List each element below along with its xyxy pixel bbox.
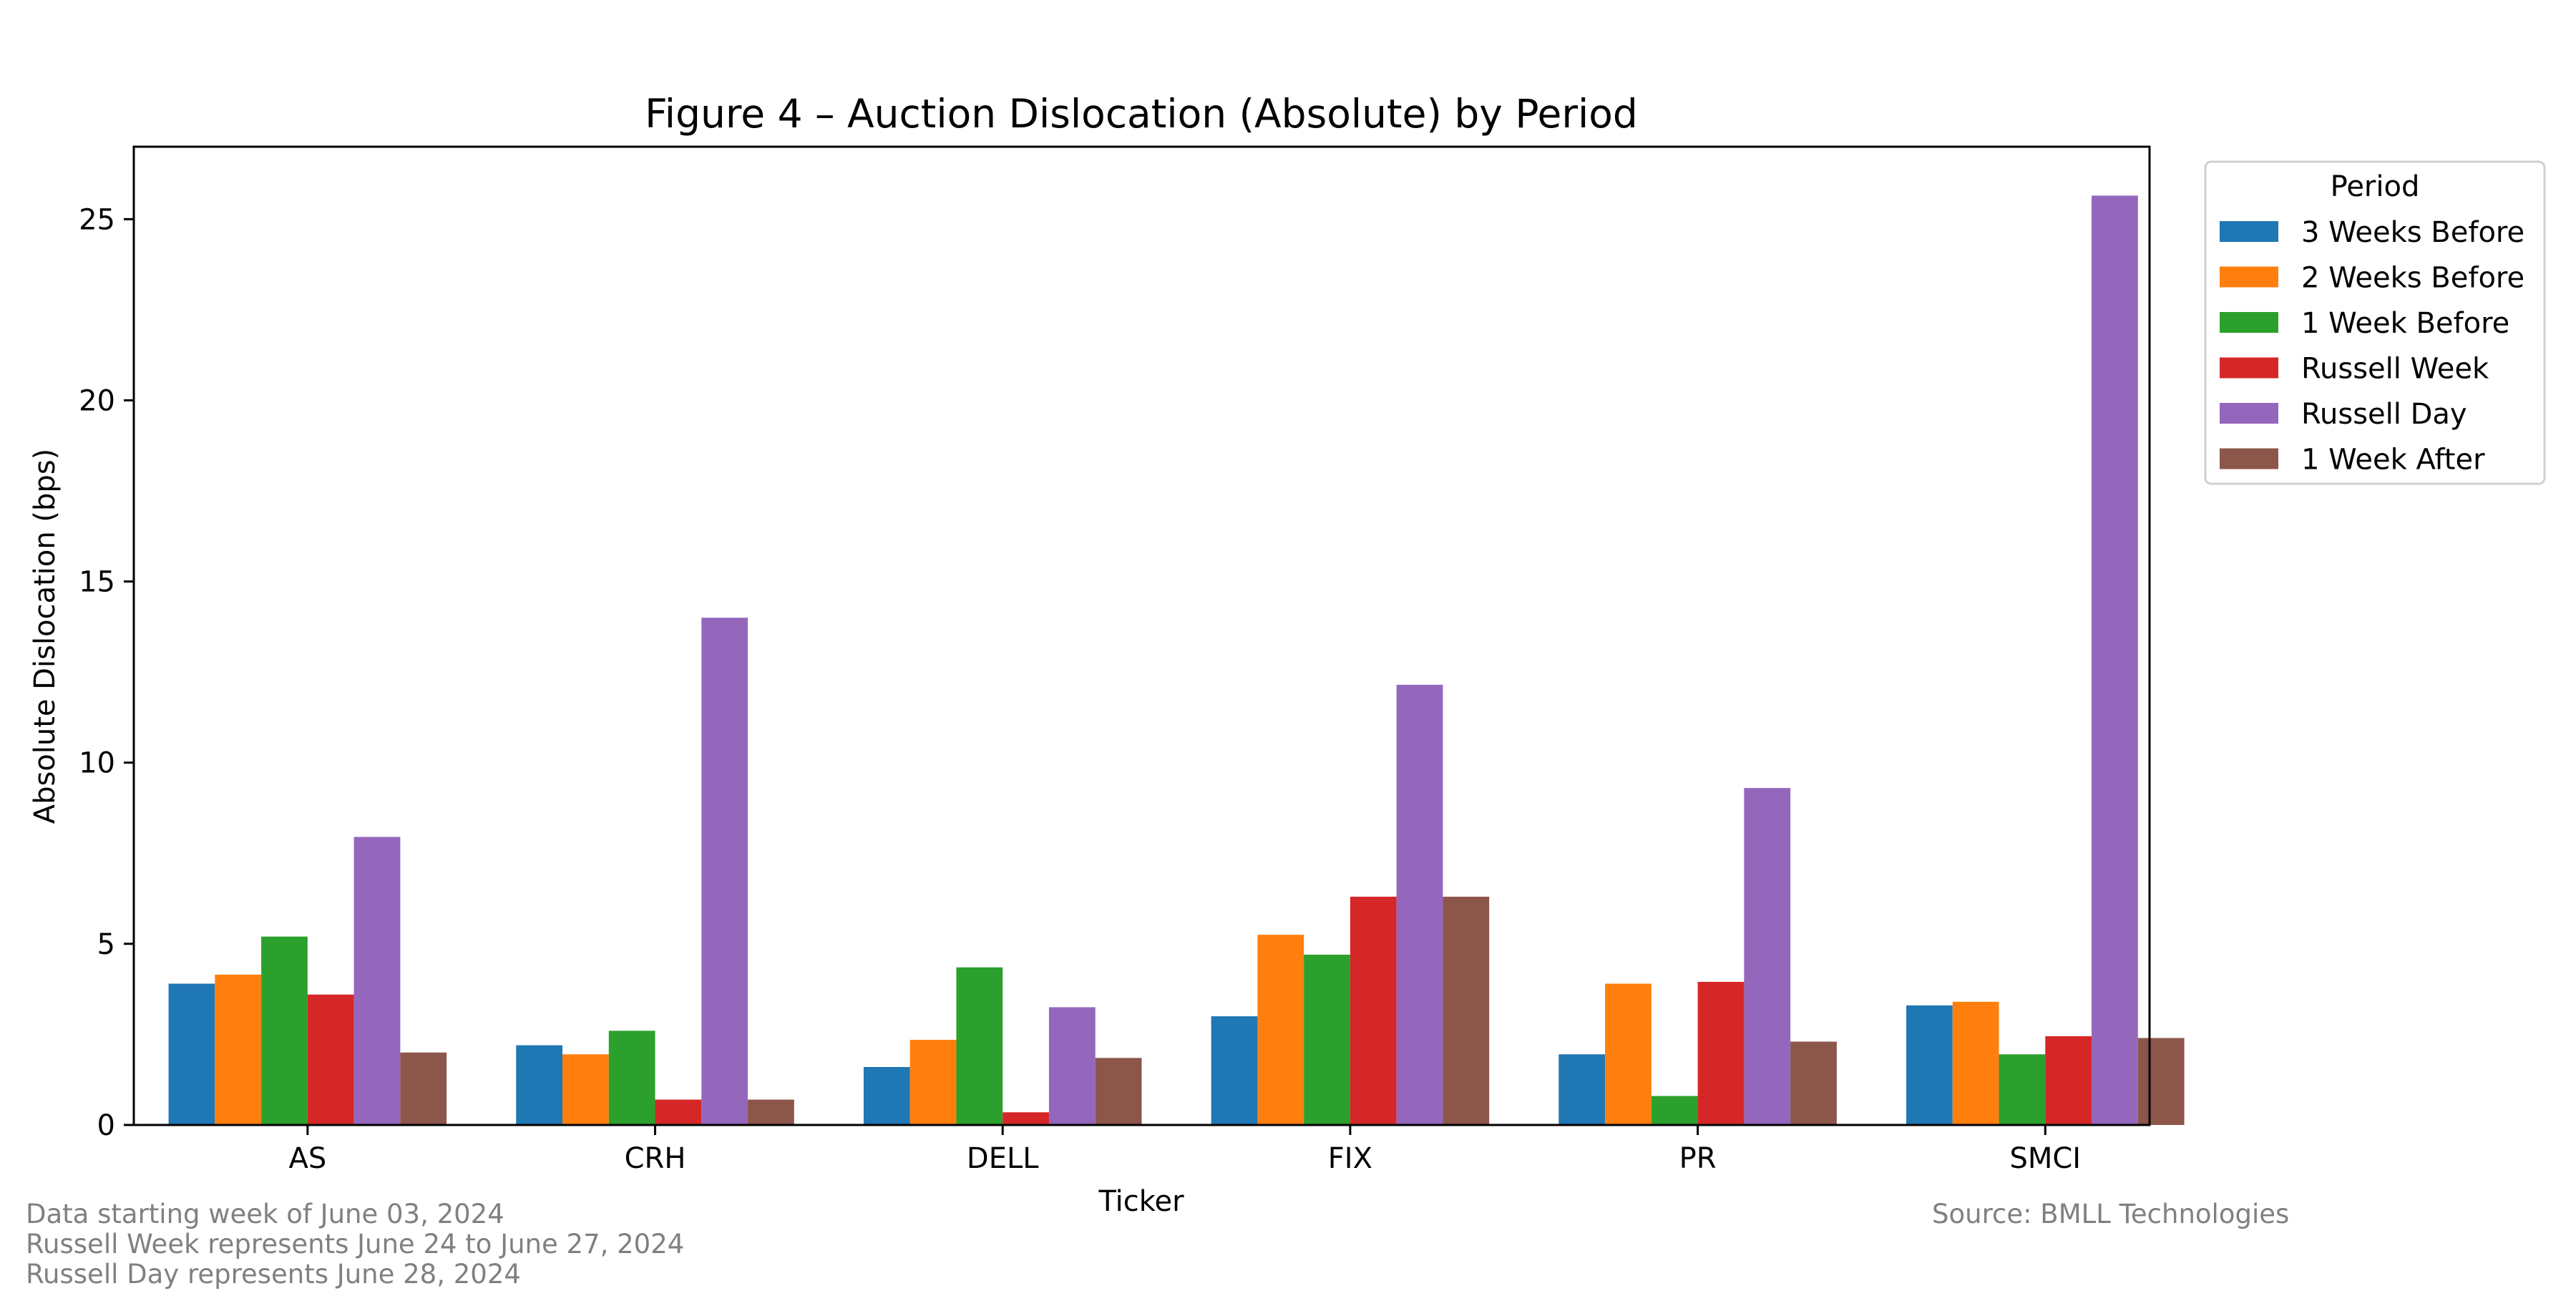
plot-frame <box>132 145 2151 1126</box>
y-tick-label: 5 <box>97 928 115 961</box>
y-axis-label: Absolute Dislocation (bps) <box>29 449 62 824</box>
bar-dell-2-weeks-before <box>909 1040 957 1125</box>
bar-as-1-week-after <box>400 1052 447 1125</box>
bar-pr-russell-week <box>1697 982 1745 1125</box>
bar-dell-russell-day <box>1048 1007 1096 1125</box>
bar-fix-1-week-after <box>1443 897 1490 1125</box>
bar-pr-1-week-after <box>1790 1041 1837 1125</box>
bar-smci-1-week-before <box>1999 1054 2046 1125</box>
bar-pr-russell-day <box>1744 788 1791 1125</box>
bar-as-russell-day <box>353 837 401 1125</box>
x-tick-label: PR <box>1679 1142 1717 1175</box>
legend-swatch <box>2220 357 2278 379</box>
y-tick-label: 15 <box>79 566 115 599</box>
bar-smci-1-week-after <box>2137 1038 2185 1125</box>
y-tick-label: 20 <box>79 384 115 417</box>
x-axis: AS CRH DELL FIX PR SMCI <box>288 1125 2081 1175</box>
bar-dell-3-weeks-before <box>863 1066 910 1125</box>
bar-pr-2-weeks-before <box>1605 983 1652 1125</box>
x-tick-label: FIX <box>1328 1142 1372 1175</box>
bar-pr-1-week-before <box>1651 1096 1698 1125</box>
source-note: Source: BMLL Technologies <box>1932 1199 2290 1229</box>
bar-as-russell-week <box>307 994 354 1125</box>
x-tick-label: SMCI <box>2009 1142 2081 1175</box>
bar-as-3-weeks-before <box>168 983 215 1125</box>
bar-smci-russell-week <box>2045 1036 2092 1125</box>
legend-label: 1 Week Before <box>2301 307 2509 340</box>
legend-title: Period <box>2331 170 2420 203</box>
bar-crh-russell-week <box>655 1099 702 1125</box>
bar-fix-russell-week <box>1350 897 1397 1125</box>
bar-crh-2-weeks-before <box>562 1054 609 1125</box>
legend-frame <box>2204 160 2546 485</box>
bar-crh-3-weeks-before <box>516 1045 563 1125</box>
legend-swatch <box>2220 266 2278 288</box>
x-tick-label: AS <box>288 1142 326 1175</box>
legend-label: 1 Week After <box>2301 444 2485 477</box>
y-axis: 0 5 10 15 20 25 <box>79 203 134 1142</box>
legend-swatch <box>2220 221 2278 242</box>
bar-dell-1-week-after <box>1095 1058 1142 1125</box>
bar-as-1-week-before <box>261 936 308 1125</box>
bars-layer <box>168 195 2185 1126</box>
bar-smci-3-weeks-before <box>1906 1005 1953 1125</box>
bar-smci-2-weeks-before <box>1952 1001 1999 1125</box>
bar-crh-1-week-before <box>608 1031 655 1125</box>
legend-swatch <box>2220 403 2278 424</box>
footnote-russell-week: Russell Week represents June 24 to June … <box>26 1229 685 1260</box>
chart-title: Figure 4 – Auction Dislocation (Absolute… <box>645 91 1638 137</box>
y-tick-label: 0 <box>97 1109 115 1142</box>
legend: Period 3 Weeks Before 2 Weeks Before 1 Wee… <box>2204 160 2546 485</box>
bar-crh-1-week-after <box>748 1099 794 1125</box>
bar-as-2-weeks-before <box>215 974 262 1125</box>
bar-fix-2-weeks-before <box>1257 935 1304 1125</box>
legend-label: 2 Weeks Before <box>2301 262 2524 295</box>
x-axis-label: Ticker <box>1098 1185 1184 1218</box>
legend-swatch <box>2220 448 2278 469</box>
bar-dell-russell-week <box>1002 1112 1049 1125</box>
footnote-russell-day: Russell Day represents June 28, 2024 <box>26 1259 521 1290</box>
bar-smci-russell-day <box>2092 195 2138 1126</box>
bar-fix-3-weeks-before <box>1211 1016 1258 1125</box>
legend-label: Russell Week <box>2301 353 2489 386</box>
bar-dell-1-week-before <box>956 967 1003 1125</box>
x-tick-label: DELL <box>967 1142 1039 1175</box>
legend-items: 3 Weeks Before 2 Weeks Before 1 Week Befor… <box>2220 216 2524 477</box>
footnote-data-start: Data starting week of June 03, 2024 <box>26 1199 504 1229</box>
bar-fix-russell-day <box>1396 684 1443 1125</box>
legend-label: 3 Weeks Before <box>2301 216 2524 249</box>
bar-pr-3-weeks-before <box>1558 1054 1606 1125</box>
bar-crh-russell-day <box>701 618 748 1125</box>
bar-fix-1-week-before <box>1304 955 1350 1125</box>
y-tick-label: 25 <box>79 203 115 236</box>
x-tick-label: CRH <box>625 1142 686 1175</box>
y-tick-label: 10 <box>79 747 115 780</box>
legend-swatch <box>2220 312 2278 333</box>
legend-label: Russell Day <box>2301 398 2467 431</box>
